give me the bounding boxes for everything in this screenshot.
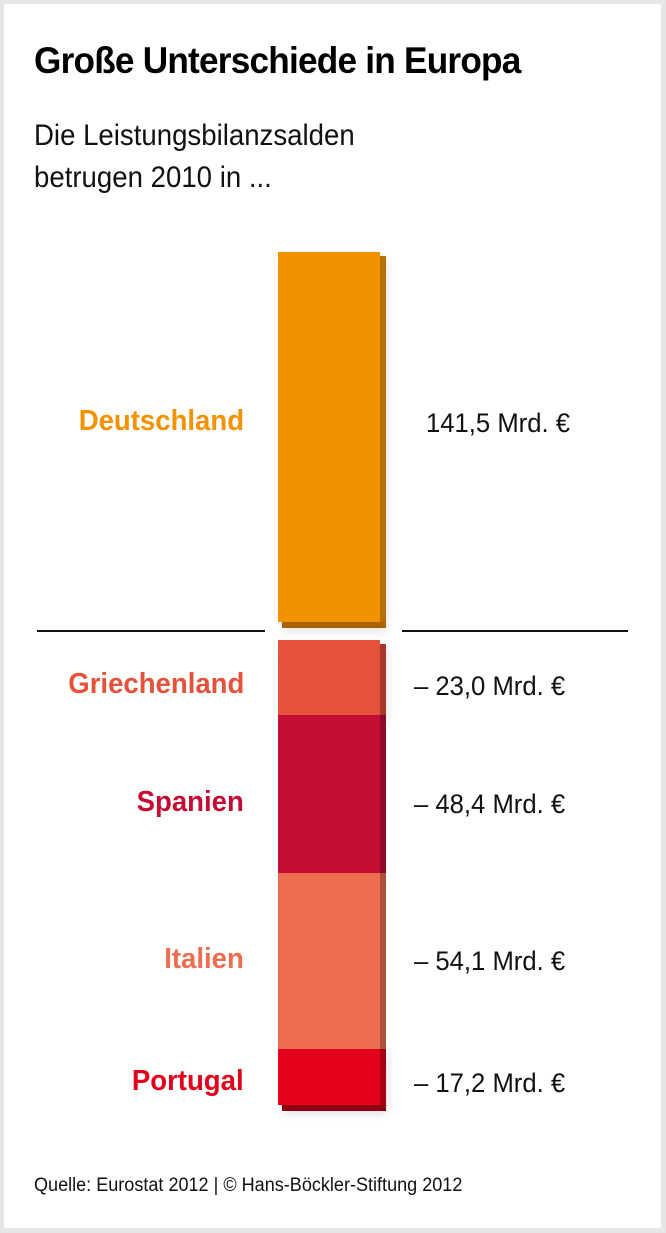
value-griechenland: – 23,0 Mrd. € [414, 671, 566, 701]
chart-title: Große Unterschiede in Europa [34, 40, 521, 81]
subtitle-line-2: betrugen 2010 in ... [34, 161, 272, 194]
value-italien: – 54,1 Mrd. € [414, 946, 566, 976]
label-deutschland: Deutschland [78, 405, 244, 437]
zero-line-right [402, 630, 628, 632]
value-deutschland: 141,5 Mrd. € [426, 408, 571, 438]
source-note: Quelle: Eurostat 2012 | © Hans-Böckler-S… [34, 1175, 463, 1196]
bar-italien [278, 873, 386, 1049]
bar-portugal [278, 1049, 386, 1111]
label-italien: Italien [164, 943, 244, 975]
bar-griechenland [278, 640, 386, 715]
value-spanien: – 48,4 Mrd. € [414, 789, 566, 819]
bar-deutschland [278, 252, 386, 628]
chart-subtitle: Die Leistungsbilanzsalden betrugen 2010 … [34, 115, 355, 199]
bar-spanien [278, 715, 386, 873]
label-portugal: Portugal [132, 1065, 244, 1097]
value-portugal: – 17,2 Mrd. € [414, 1068, 566, 1098]
label-griechenland: Griechenland [67, 668, 244, 700]
subtitle-line-1: Die Leistungsbilanzsalden [34, 119, 355, 152]
label-spanien: Spanien [136, 786, 244, 818]
zero-line-left [37, 630, 265, 632]
